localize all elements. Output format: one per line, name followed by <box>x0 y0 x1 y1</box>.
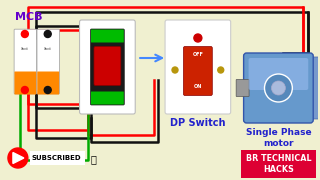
Text: BR TECHNICAL
HACKS: BR TECHNICAL HACKS <box>246 154 311 174</box>
Text: Single Phase
motor: Single Phase motor <box>246 128 311 148</box>
Text: ON: ON <box>194 84 202 89</box>
Circle shape <box>265 74 292 102</box>
Circle shape <box>44 30 51 37</box>
FancyBboxPatch shape <box>165 20 231 114</box>
FancyBboxPatch shape <box>249 58 308 90</box>
FancyBboxPatch shape <box>94 46 121 86</box>
FancyBboxPatch shape <box>14 29 36 94</box>
Circle shape <box>218 67 224 73</box>
Polygon shape <box>13 152 24 163</box>
Circle shape <box>172 67 178 73</box>
Text: DP Switch: DP Switch <box>170 118 226 128</box>
Circle shape <box>194 34 202 42</box>
Text: lahoti: lahoti <box>21 47 29 51</box>
FancyBboxPatch shape <box>91 30 124 42</box>
Circle shape <box>44 87 51 93</box>
FancyBboxPatch shape <box>307 57 320 119</box>
FancyBboxPatch shape <box>241 150 316 178</box>
Circle shape <box>21 30 28 37</box>
Circle shape <box>271 81 285 95</box>
FancyBboxPatch shape <box>244 53 313 123</box>
Circle shape <box>8 148 28 168</box>
Text: MCB: MCB <box>15 12 43 22</box>
FancyBboxPatch shape <box>236 80 249 96</box>
FancyBboxPatch shape <box>14 71 36 94</box>
Text: 🔔: 🔔 <box>91 154 96 164</box>
Text: SUBSCRIBED: SUBSCRIBED <box>32 156 82 161</box>
Text: lahoti: lahoti <box>44 47 52 51</box>
FancyBboxPatch shape <box>91 91 124 105</box>
Circle shape <box>21 87 28 93</box>
FancyBboxPatch shape <box>30 151 84 165</box>
FancyBboxPatch shape <box>183 46 212 96</box>
Text: OFF: OFF <box>192 52 203 57</box>
FancyBboxPatch shape <box>91 29 124 105</box>
FancyBboxPatch shape <box>37 29 60 94</box>
FancyBboxPatch shape <box>80 20 135 114</box>
FancyBboxPatch shape <box>37 71 59 94</box>
